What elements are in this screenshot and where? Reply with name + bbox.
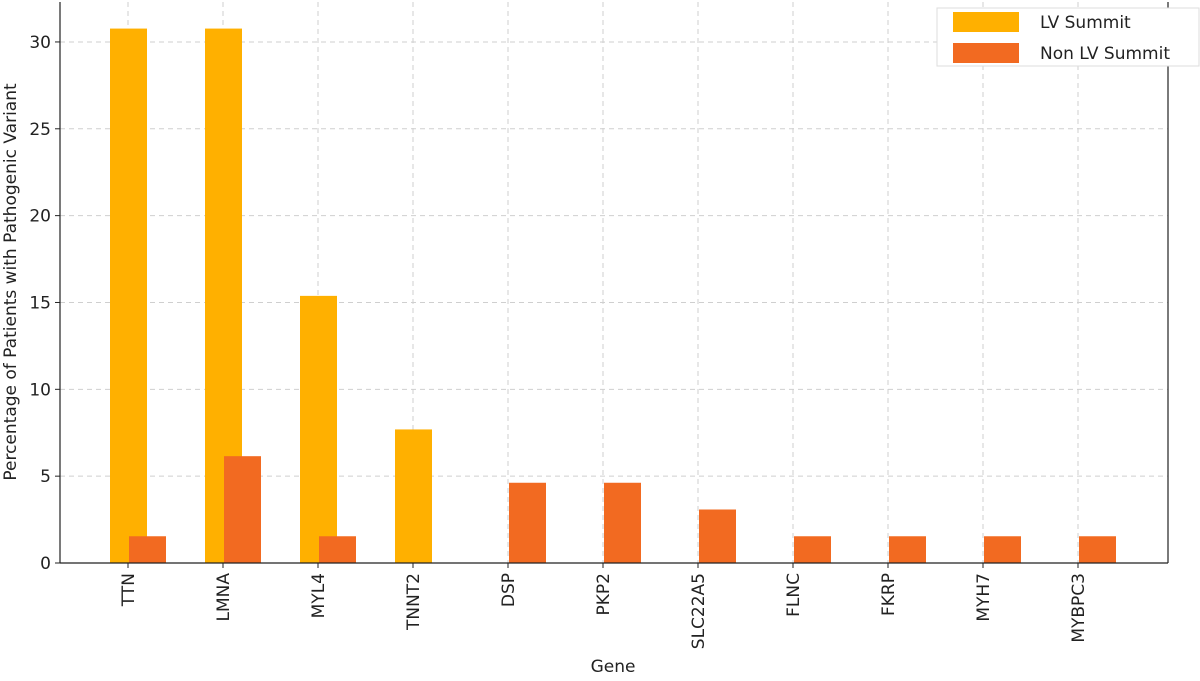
x-tick-label: LMNA — [214, 573, 234, 622]
y-tick-label: 20 — [29, 207, 51, 227]
x-tick-label: SLC22A5 — [689, 573, 709, 649]
bar — [300, 295, 337, 563]
bar — [889, 536, 926, 563]
y-tick-label: 5 — [40, 467, 51, 487]
legend-swatch — [953, 43, 1019, 63]
x-tick-label: FLNC — [784, 573, 804, 617]
x-tick-label: MYL4 — [309, 573, 329, 618]
x-tick-label: FKRP — [879, 573, 899, 616]
x-tick-label: PKP2 — [594, 573, 614, 615]
x-tick-label: DSP — [499, 573, 519, 607]
bar — [509, 482, 546, 563]
bar — [1079, 536, 1116, 563]
bar — [224, 456, 261, 563]
x-tick-label: TTN — [119, 573, 139, 607]
x-tick-label: TNNT2 — [404, 573, 424, 631]
bar — [129, 536, 166, 563]
y-tick-label: 25 — [29, 120, 51, 140]
y-tick-label: 15 — [29, 293, 51, 313]
bar — [604, 482, 641, 563]
x-tick-label: MYBPC3 — [1069, 573, 1089, 643]
legend-swatch — [953, 12, 1019, 32]
x-axis-label: Gene — [591, 657, 636, 677]
legend-label: Non LV Summit — [1040, 44, 1170, 64]
bar — [110, 28, 147, 564]
x-tick-label: MYH7 — [974, 573, 994, 622]
bar — [395, 429, 432, 563]
bar — [984, 536, 1021, 563]
legend-label: LV Summit — [1040, 13, 1131, 33]
bar — [699, 509, 736, 563]
y-axis-label: Percentage of Patients with Pathogenic V… — [1, 83, 21, 481]
y-tick-label: 30 — [29, 33, 51, 53]
bar — [319, 536, 356, 563]
y-tick-label: 10 — [29, 380, 51, 400]
y-tick-label: 0 — [40, 554, 51, 574]
bar — [794, 536, 831, 563]
